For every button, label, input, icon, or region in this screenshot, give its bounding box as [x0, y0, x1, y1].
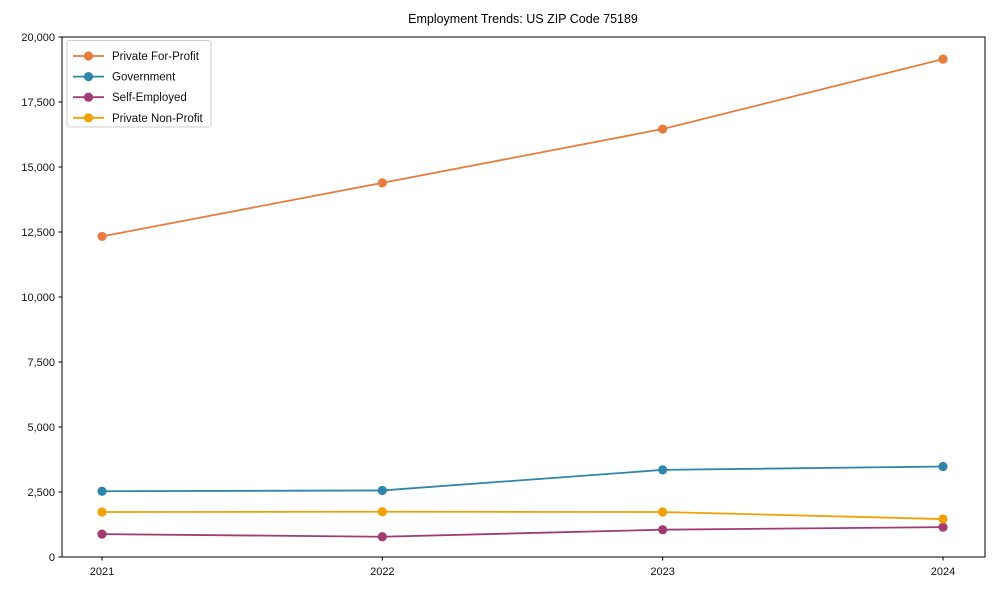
data-point-self-employed-2023: [658, 525, 668, 535]
data-point-private-for-profit-2023: [658, 124, 668, 134]
data-point-self-employed-2024: [938, 522, 948, 532]
legend-label: Private For-Profit: [112, 51, 200, 63]
data-point-private-non-profit-2021: [97, 507, 107, 517]
legend-entry-private-for-profit: Private For-Profit: [73, 51, 200, 63]
chart-title: Employment Trends: US ZIP Code 75189: [408, 12, 638, 26]
x-tick-label: 2024: [931, 566, 955, 578]
series-line-self-employed: [101, 526, 944, 538]
x-axis: 2021 2022 2023 2024: [90, 557, 955, 578]
x-tick-label: 2023: [650, 566, 674, 578]
series-group: [97, 54, 948, 542]
legend-box: [66, 40, 212, 128]
series-line-private-non-profit: [101, 510, 944, 520]
y-tick-label: 20,000: [21, 32, 55, 44]
data-point-private-for-profit-2024: [938, 54, 948, 64]
plot-area: [61, 36, 986, 558]
legend-marker-icon: [83, 113, 94, 123]
x-tick-label: 2021: [90, 566, 114, 578]
series-line-government: [101, 465, 944, 493]
y-tick-label: 12,500: [21, 227, 55, 239]
y-tick-label: 2,500: [27, 487, 55, 499]
y-tick-label: 10,000: [21, 292, 55, 304]
data-point-government-2023: [658, 465, 668, 475]
legend-entry-self-employed: Self-Employed: [73, 92, 187, 104]
legend-marker-icon: [83, 72, 94, 82]
legend-entry-private-non-profit: Private Non-Profit: [73, 113, 204, 125]
data-point-self-employed-2022: [377, 532, 387, 542]
y-tick-label: 5,000: [27, 422, 55, 434]
data-point-self-employed-2021: [97, 529, 107, 539]
data-point-private-for-profit-2022: [377, 178, 387, 188]
data-point-private-non-profit-2024: [938, 514, 948, 524]
y-axis: 0 2,500 5,000 7,500 10,000 12,500 15,000 17,500…: [21, 32, 62, 564]
data-point-government-2021: [97, 486, 107, 496]
data-point-government-2022: [377, 485, 387, 496]
y-tick-label: 7,500: [27, 357, 55, 369]
x-tick-label: 2022: [370, 566, 394, 578]
data-point-private-non-profit-2023: [658, 507, 668, 517]
y-tick-label: 15,000: [21, 162, 55, 174]
legend-label: Private Non-Profit: [112, 113, 204, 125]
legend-marker-icon: [83, 51, 94, 61]
y-tick-label: 0: [49, 552, 55, 564]
series-line-private-for-profit: [101, 58, 944, 238]
data-point-government-2024: [938, 461, 948, 472]
y-tick-label: 17,500: [21, 97, 55, 109]
data-point-private-non-profit-2022: [377, 507, 387, 517]
legend-entry-government: Government: [73, 72, 176, 84]
legend-label: Government: [112, 72, 176, 84]
legend: Private For-Profit Government Self-Employe…: [66, 40, 212, 128]
legend-marker-icon: [83, 92, 94, 102]
legend-label: Self-Employed: [112, 92, 187, 104]
data-point-private-for-profit-2021: [97, 231, 107, 242]
